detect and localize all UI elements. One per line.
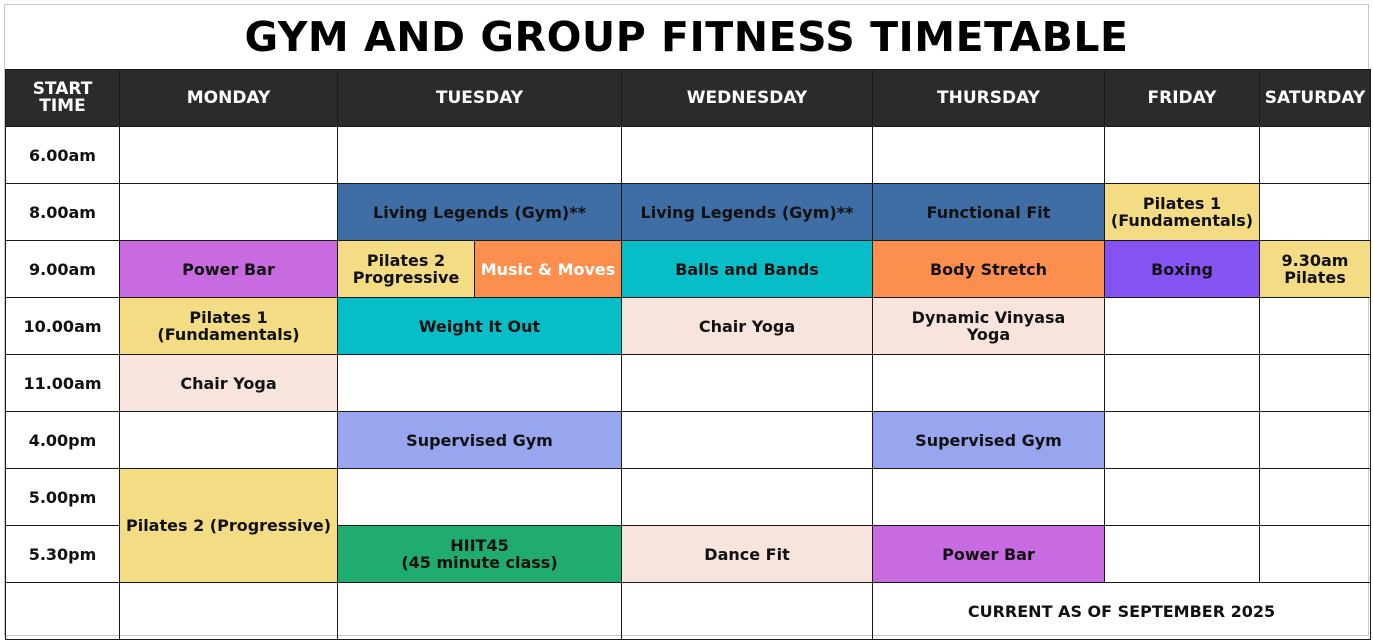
class-functional-fit-thursday: Functional Fit (872, 183, 1105, 241)
empty-cell (1259, 183, 1371, 241)
header-thursday: THURSDAY (872, 69, 1105, 127)
empty-cell (1259, 411, 1371, 469)
time-cell: 5.00pm (5, 468, 120, 526)
empty-cell (1259, 468, 1371, 526)
table-row: 4.00pm Supervised Gym Supervised Gym (5, 411, 1371, 469)
class-living-legends-tuesday: Living Legends (Gym)** (337, 183, 622, 241)
time-cell: 4.00pm (5, 411, 120, 469)
empty-cell (1104, 468, 1260, 526)
empty-cell (1104, 525, 1260, 583)
class-line: Pilates 1 (189, 308, 268, 327)
class-line: Dynamic Vinyasa (911, 308, 1066, 327)
class-power-bar-monday: Power Bar (119, 240, 338, 298)
class-pilates-1-friday: Pilates 1 (Fundamentals) (1104, 183, 1260, 241)
class-dance-fit-wednesday: Dance Fit (621, 525, 873, 583)
class-chair-yoga-wednesday: Chair Yoga (621, 297, 873, 355)
class-line: Pilates 1 (1142, 194, 1222, 213)
empty-cell (337, 582, 622, 640)
time-cell: 10.00am (5, 297, 120, 355)
class-dynamic-vinyasa-thursday: Dynamic Vinyasa Yoga (872, 297, 1105, 355)
empty-cell (337, 354, 622, 412)
class-line: Yoga (966, 325, 1011, 344)
header-row: START TIME MONDAY TUESDAY WEDNESDAY THUR… (5, 69, 1371, 127)
empty-cell (1259, 525, 1371, 583)
empty-cell (621, 411, 873, 469)
empty-cell (1104, 297, 1260, 355)
table-row: 11.00am Chair Yoga (5, 354, 1371, 412)
empty-cell (1259, 354, 1371, 412)
empty-cell (621, 582, 873, 640)
empty-cell (119, 582, 338, 640)
empty-cell (621, 354, 873, 412)
class-weight-it-out-tuesday: Weight It Out (337, 297, 622, 355)
class-line: (45 minute class) (401, 553, 558, 572)
empty-cell (621, 126, 873, 184)
empty-cell (119, 183, 338, 241)
empty-cell (119, 411, 338, 469)
class-boxing-friday: Boxing (1104, 240, 1260, 298)
header-monday: MONDAY (119, 69, 338, 127)
empty-cell (1104, 126, 1260, 184)
empty-cell (1259, 297, 1371, 355)
time-cell: 8.00am (5, 183, 120, 241)
class-living-legends-wednesday: Living Legends (Gym)** (621, 183, 873, 241)
tuesday-split-cell: Pilates 2 Progressive Music & Moves (337, 240, 622, 298)
footer-row: CURRENT AS OF SEPTEMBER 2025 (5, 582, 1371, 640)
class-supervised-gym-thursday: Supervised Gym (872, 411, 1105, 469)
class-pilates-2-tuesday: Pilates 2 Progressive (338, 241, 475, 297)
class-hiit45-tuesday: HIIT45 (45 minute class) (337, 525, 622, 583)
header-friday: FRIDAY (1104, 69, 1260, 127)
timetable-sheet: GYM AND GROUP FITNESS TIMETABLE START TI… (4, 4, 1371, 640)
time-cell: 5.30pm (5, 525, 120, 583)
class-music-moves-tuesday: Music & Moves (475, 241, 621, 297)
empty-cell (1104, 411, 1260, 469)
table-row: 6.00am (5, 126, 1371, 184)
empty-cell (119, 126, 338, 184)
class-supervised-gym-tuesday: Supervised Gym (337, 411, 622, 469)
class-line: Pilates 2 (366, 251, 446, 270)
class-balls-bands-wednesday: Balls and Bands (621, 240, 873, 298)
class-body-stretch-thursday: Body Stretch (872, 240, 1105, 298)
class-pilates-1-monday: Pilates 1 (Fundamentals) (119, 297, 338, 355)
table-row: 5.00pm Pilates 2 (Progressive) (5, 468, 1371, 583)
header-saturday: SATURDAY (1259, 69, 1371, 127)
class-line: (Fundamentals) (1110, 211, 1254, 230)
empty-cell (1259, 126, 1371, 184)
empty-cell (872, 468, 1105, 526)
table-row: 5.30pm HIIT45 (45 minute class) Dance Fi… (5, 525, 1371, 583)
header-tuesday: TUESDAY (337, 69, 622, 127)
class-pilates-2-monday: Pilates 2 (Progressive) (119, 468, 338, 583)
class-line: Progressive (352, 268, 460, 287)
header-start-time: START TIME (5, 69, 120, 127)
empty-cell (337, 126, 622, 184)
empty-cell (621, 468, 873, 526)
class-line: Pilates (1284, 268, 1346, 287)
empty-cell (872, 126, 1105, 184)
class-pilates-saturday: 9.30am Pilates (1259, 240, 1371, 298)
class-chair-yoga-monday: Chair Yoga (119, 354, 338, 412)
empty-cell (872, 354, 1105, 412)
table-row: 10.00am Pilates 1 (Fundamentals) Weight … (5, 297, 1371, 355)
class-power-bar-thursday: Power Bar (872, 525, 1105, 583)
time-cell: 11.00am (5, 354, 120, 412)
empty-cell (337, 468, 622, 526)
page-title: GYM AND GROUP FITNESS TIMETABLE (244, 13, 1129, 61)
current-as-of-note: CURRENT AS OF SEPTEMBER 2025 (872, 582, 1371, 640)
table-row: 9.00am Power Bar Pilates 2 Progressive M… (5, 240, 1371, 298)
class-line: (Fundamentals) (157, 325, 300, 344)
class-line: HIIT45 (450, 536, 509, 555)
time-cell: 9.00am (5, 240, 120, 298)
class-line: 9.30am (1281, 251, 1349, 270)
empty-cell (1104, 354, 1260, 412)
table-row: 8.00am Living Legends (Gym)** Living Leg… (5, 183, 1371, 241)
time-cell: 6.00am (5, 126, 120, 184)
header-wednesday: WEDNESDAY (621, 69, 873, 127)
empty-cell (5, 582, 120, 640)
timetable-table: START TIME MONDAY TUESDAY WEDNESDAY THUR… (5, 69, 1371, 640)
